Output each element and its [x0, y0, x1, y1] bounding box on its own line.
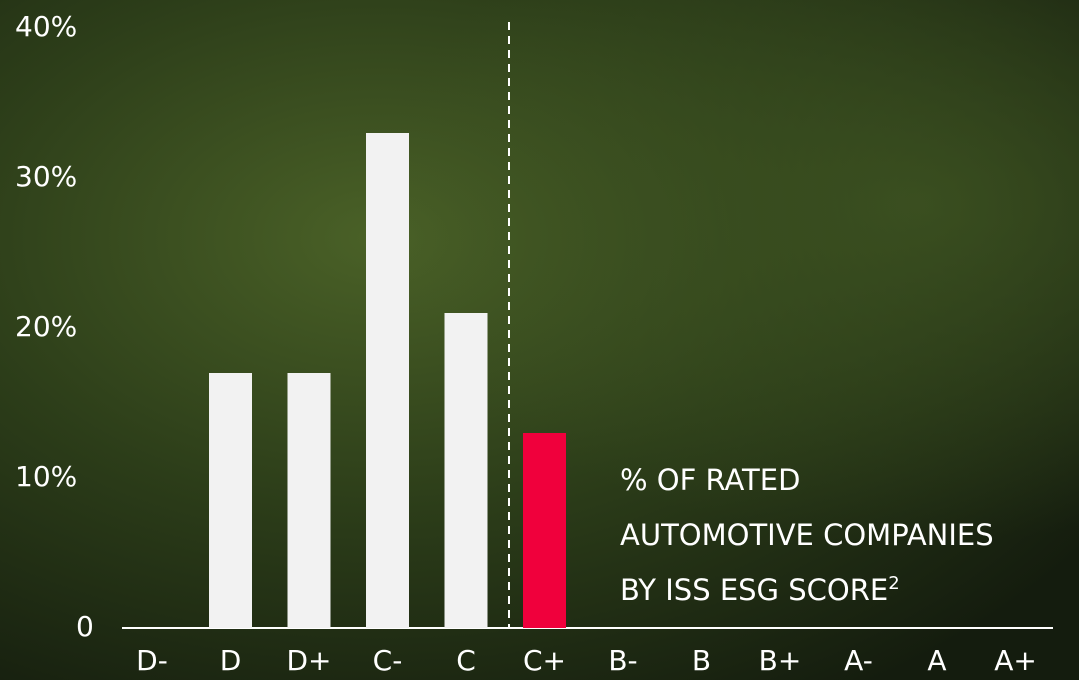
bar — [366, 133, 409, 628]
x-tick-label: D- — [136, 644, 168, 677]
x-tick-label: B — [692, 644, 711, 677]
y-tick-label: 10% — [15, 460, 77, 493]
x-tick-label: A- — [844, 644, 873, 677]
y-tick-label: 40% — [15, 10, 77, 43]
annotation-text: BY ISS ESG SCORE — [620, 573, 888, 607]
annotation: % OF RATED — [620, 463, 800, 497]
y-tick-label: 20% — [15, 310, 77, 343]
annotation: AUTOMOTIVE COMPANIES — [620, 518, 994, 552]
x-tick-label: A — [927, 644, 946, 677]
annotation: BY ISS ESG SCORE2 — [620, 573, 900, 607]
x-tick-label: D+ — [286, 644, 331, 677]
bar — [523, 433, 566, 628]
bar — [444, 313, 488, 628]
bar — [287, 373, 331, 628]
x-tick-label: C+ — [523, 644, 566, 677]
y-tick-label: 30% — [15, 160, 77, 193]
x-tick-label: B- — [608, 644, 637, 677]
x-tick-label: C- — [373, 644, 403, 677]
x-tick-label: D — [220, 644, 242, 677]
bar — [209, 373, 252, 628]
x-tick-label: A+ — [994, 644, 1037, 677]
footnote-marker: 2 — [888, 573, 899, 594]
x-tick-label: B+ — [759, 644, 802, 677]
x-tick-label: C — [456, 644, 476, 677]
y-tick-label: 0 — [76, 610, 94, 643]
